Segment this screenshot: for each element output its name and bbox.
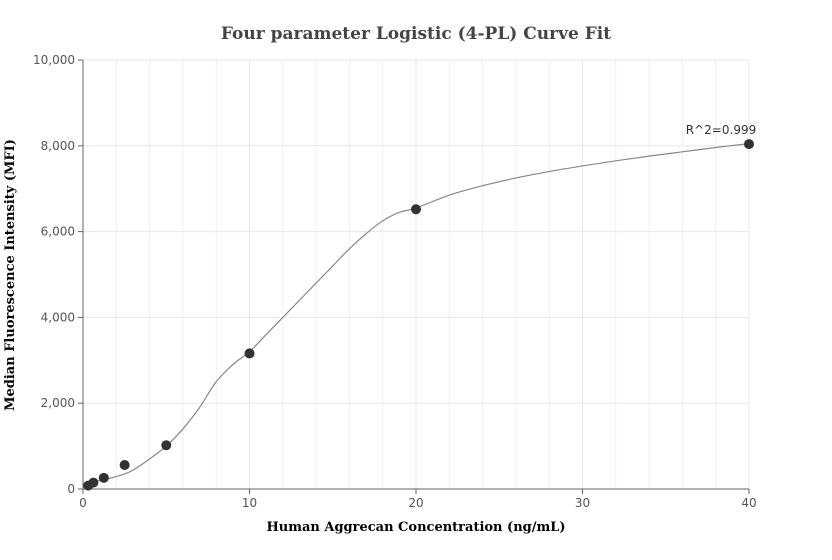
fit-curve [82, 143, 750, 485]
data-points [83, 139, 754, 491]
data-point [98, 472, 109, 483]
annotations: R^2=0.999 [686, 123, 756, 137]
tick-labels: 0 10 20 30 40 0 2,000 4,000 6,000 8,000 10,000 [33, 53, 757, 510]
grid [82, 59, 750, 490]
y-tick-label: 6,000 [41, 225, 75, 239]
chart-title: Four parameter Logistic (4-PL) Curve Fit [221, 24, 611, 44]
y-tick-label: 10,000 [33, 53, 75, 67]
y-tick-label: 4,000 [41, 310, 75, 324]
x-tick-label: 40 [741, 496, 756, 510]
data-point [119, 459, 130, 470]
x-tick-label: 20 [408, 496, 423, 510]
data-point [411, 204, 421, 215]
y-axis-label: Median Fluorescence Intensity (MFI) [3, 139, 18, 411]
y-tick-label: 8,000 [41, 139, 75, 153]
r-squared-label: R^2=0.999 [686, 123, 756, 137]
y-tick-label: 2,000 [41, 396, 75, 410]
data-point [161, 440, 172, 451]
x-axis-label: Human Aggrecan Concentration (ng/mL) [266, 520, 565, 535]
data-point [744, 139, 754, 150]
x-tick-label: 30 [575, 496, 590, 510]
data-point [88, 477, 99, 488]
x-tick-label: 10 [242, 496, 257, 510]
x-tick-label: 0 [79, 496, 87, 510]
y-tick-label: 0 [67, 482, 75, 496]
data-point [244, 348, 255, 359]
